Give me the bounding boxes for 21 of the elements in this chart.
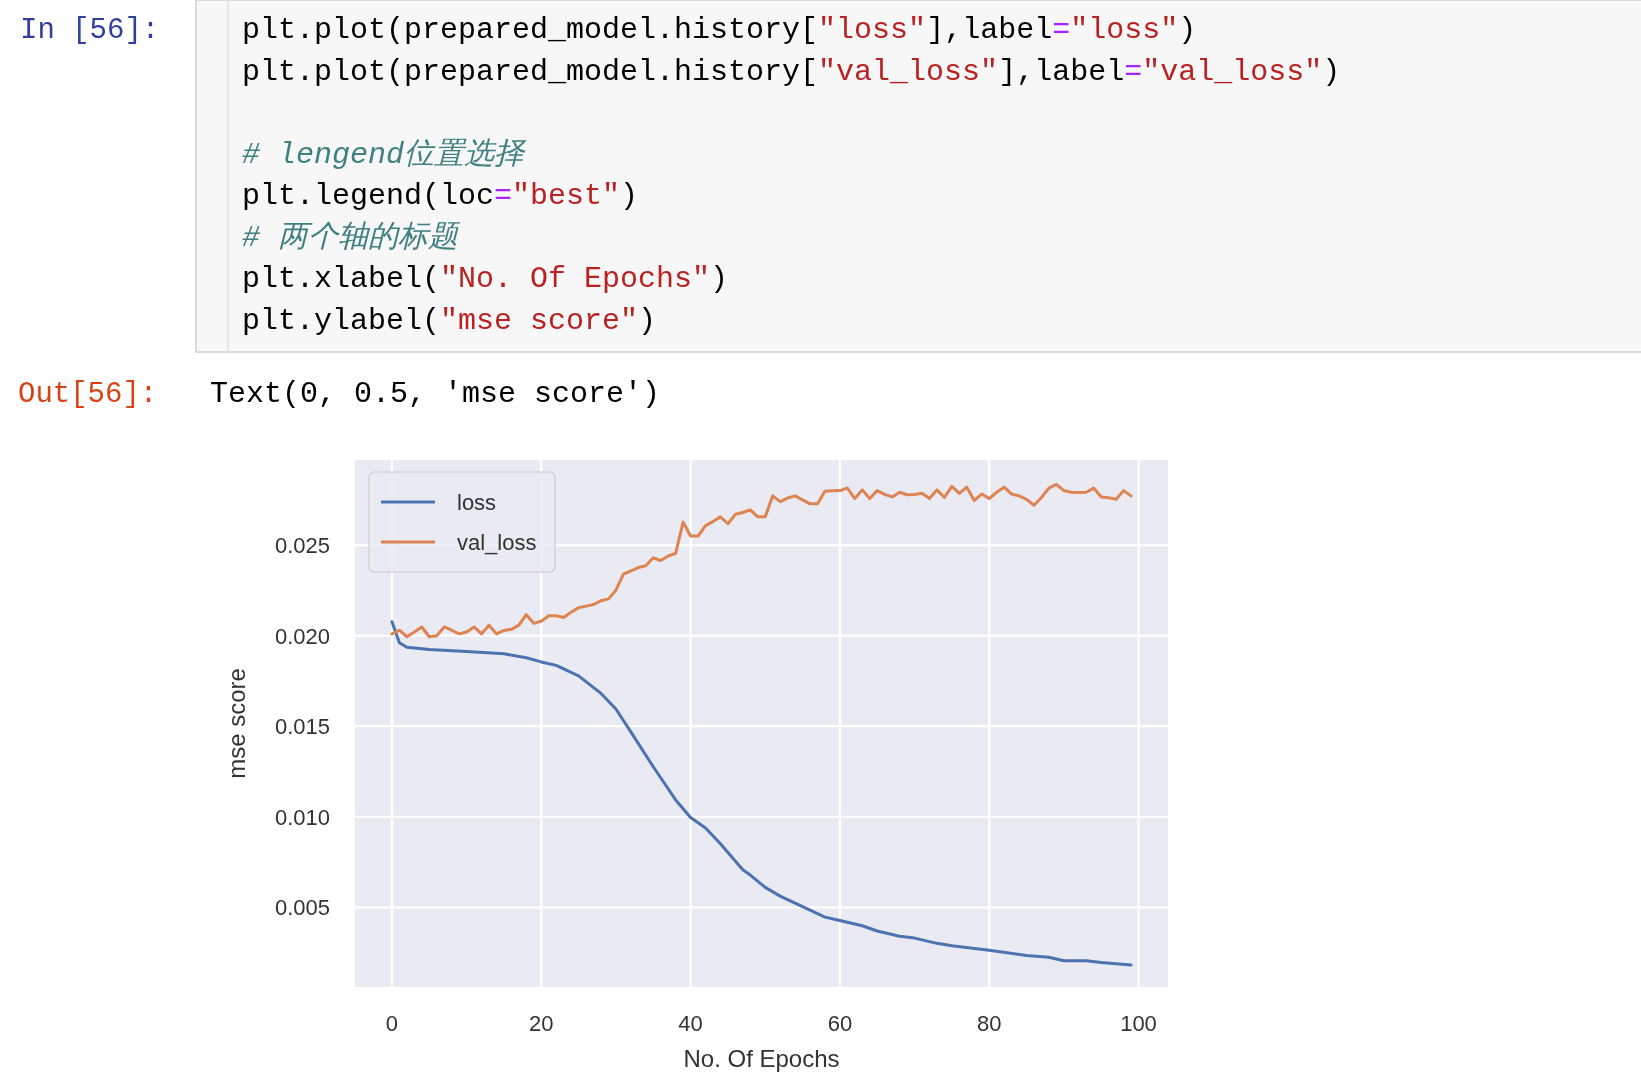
x-axis-title: No. Of Epochs [683,1045,840,1072]
x-tick-label: 60 [827,1011,853,1036]
text: plt.plot(prepared_model.history["loss"],label="loss") plt.plot(prepared_model.history["val_loss"],label="val_loss") # lengend位置选择 plt.legend(loc="best") # 两个轴的标题 plt.xlabel("No. Of Epochs") plt.ylabel("mse score") [242,13,1341,338]
x-tick-label: 100 [1120,1011,1157,1036]
y-tick-label: 0.005 [274,895,330,921]
x-tick-label: 20 [529,1011,554,1036]
x-tick-label: 40 [678,1011,703,1036]
legend-label: val_loss [457,530,537,555]
y-tick-label: 0.025 [274,533,330,559]
y-tick-label: 0.010 [274,804,330,830]
line-series [390,482,1133,639]
text: Out[56]: [18,378,158,411]
line-series [390,620,1133,967]
y-axis-title: mse score [223,668,250,779]
y-tick-label: 0.020 [274,623,330,649]
legend-label: loss [457,490,497,515]
x-tick-label: 0 [385,1011,399,1036]
text: In [56]: [20,14,160,47]
text: Text(0, 0.5, 'mse score') [210,377,661,411]
y-tick-label: 0.015 [274,714,330,740]
x-tick-label: 80 [976,1011,1002,1036]
